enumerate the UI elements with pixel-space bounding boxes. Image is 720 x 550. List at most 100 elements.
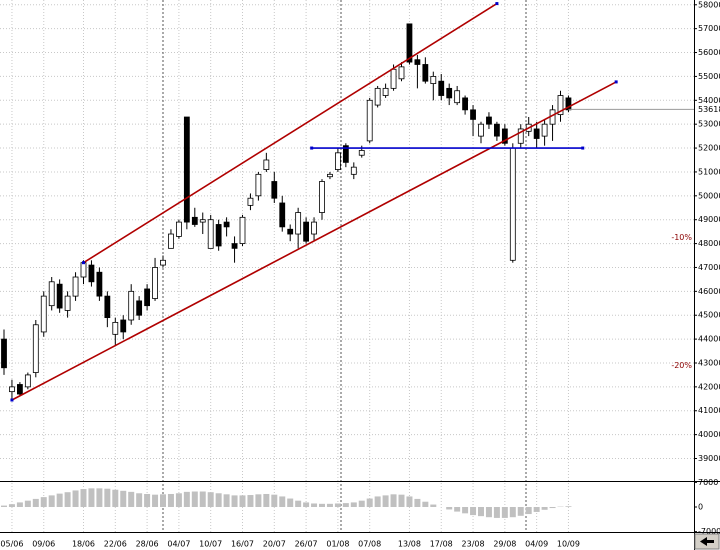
candle-body (223, 221, 230, 228)
indicator-bar (263, 493, 270, 507)
x-tick-label: 23/08 (462, 540, 485, 549)
indicator-bar (96, 488, 103, 507)
indicator-bar (183, 491, 190, 507)
indicator-bar (374, 496, 381, 507)
candle-body (382, 87, 389, 96)
indicator-bar (247, 495, 254, 507)
y-tick-label: 48000 (698, 239, 720, 248)
indicator-bar (541, 507, 548, 510)
candle-body (350, 166, 357, 175)
candle-body (295, 212, 302, 235)
candle-body (446, 87, 453, 99)
candle-body (342, 145, 349, 163)
candle-body (541, 123, 548, 137)
y-tick-label: 42000 (698, 382, 720, 391)
candle-body (334, 152, 341, 170)
x-tick-label: 26/07 (295, 540, 318, 549)
candle-body (112, 321, 119, 335)
candle-body (398, 66, 405, 80)
indicator-bar (191, 491, 198, 507)
level-label: -10% (671, 233, 692, 242)
y2-tick-label: 7000 (698, 478, 718, 487)
candle-body (16, 384, 23, 395)
y-tick-label: 51000 (698, 167, 720, 176)
indicator-bar (311, 503, 318, 507)
indicator-bar (382, 495, 389, 507)
indicator-bar (501, 507, 508, 518)
indicator-bar (446, 507, 453, 510)
indicator-bar (390, 494, 397, 507)
y-tick-label: 56000 (698, 48, 720, 57)
indicator-bar (24, 500, 31, 507)
indicator-bar (16, 502, 23, 507)
candle-body (533, 128, 540, 139)
candle-body (9, 386, 15, 393)
indicator-bar (398, 494, 405, 507)
candle-body (1, 338, 7, 369)
indicator-bar (80, 489, 87, 507)
candle-body (438, 80, 445, 96)
y-tick-label: 57000 (698, 24, 720, 33)
indicator-bar (549, 507, 556, 509)
candle-body (207, 219, 214, 249)
marks (1, 23, 694, 518)
trendline (83, 2, 498, 264)
candle-body (271, 181, 278, 199)
candle-body (486, 116, 492, 125)
x-tick-label: 17/08 (430, 540, 453, 549)
candle-body (168, 233, 174, 249)
indicator-bar (223, 494, 230, 507)
indicator-bar (509, 507, 516, 518)
y2-tick-label: 0 (698, 503, 703, 512)
indicator-bar (104, 488, 111, 507)
candle-body (414, 59, 421, 65)
indicator-bar (287, 498, 294, 507)
indicator-bar (255, 494, 262, 507)
candle-body (462, 97, 469, 111)
scroll-arrow[interactable] (700, 537, 714, 546)
indicator-bar (112, 489, 119, 507)
indicator-bar (64, 492, 71, 507)
indicator-bar (48, 495, 55, 507)
candle-body (32, 324, 39, 373)
candle-body (96, 271, 103, 297)
candle-body (279, 202, 286, 228)
indicator-bar (334, 503, 341, 507)
indicator-bar (430, 504, 437, 507)
candle-body (422, 64, 429, 82)
indicator-bar (72, 490, 79, 507)
indicator-bar (40, 497, 47, 507)
indicator-bar (462, 507, 469, 514)
indicator-bar (271, 494, 278, 507)
candle-body (191, 216, 198, 225)
indicator-bar (565, 506, 572, 507)
candle-body (517, 128, 524, 144)
indicator-bar (120, 490, 127, 507)
candle-body (88, 264, 95, 283)
x-tick-label: 01/08 (326, 540, 349, 549)
candle-body (120, 319, 127, 333)
indicator-bar (517, 507, 524, 516)
trendline-handle (82, 261, 85, 265)
candle-body (56, 283, 63, 309)
y-tick-label: 41000 (698, 406, 720, 415)
candle-body (48, 281, 55, 307)
y-tick-label: 52000 (698, 144, 720, 153)
x-tick-label: 07/08 (358, 540, 381, 549)
candle-body (247, 197, 254, 206)
candle-body (501, 128, 508, 144)
x-tick-label: 29/08 (493, 540, 516, 549)
trendline (11, 81, 617, 401)
x-tick-label: 13/08 (398, 540, 421, 549)
y-tick-label: 55000 (698, 72, 720, 81)
candle-body (231, 243, 238, 249)
trendline-handle (10, 398, 14, 402)
indicator-bar (478, 507, 484, 517)
candle-body (478, 123, 484, 137)
x-tick-label: 05/06 (0, 540, 23, 549)
candle-body (72, 276, 79, 297)
indicator-bar (160, 494, 166, 507)
x-tick-label: 10/07 (199, 540, 222, 549)
candle-body (199, 219, 206, 223)
